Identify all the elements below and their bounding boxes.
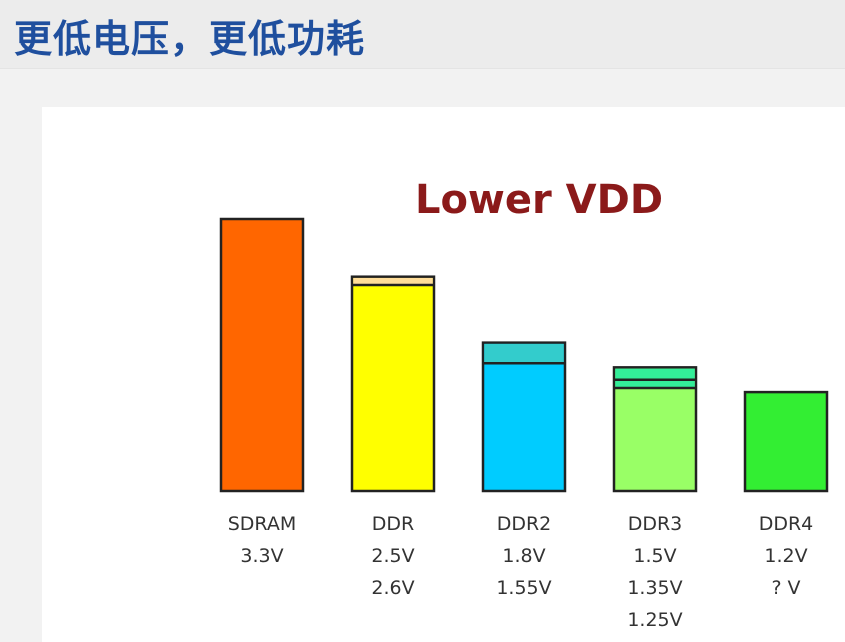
vdd-bar-chart: Lower VDD SDRAM 3.3V DDR 2.5V 2.6V DDR2 1.8V 1.… [219, 177, 829, 631]
bar-sdram [219, 217, 305, 493]
value-label: 1.8V [502, 545, 545, 567]
bar-range-band-ddr [353, 277, 433, 285]
page-title: 更低电压，更低功耗 [14, 17, 366, 61]
category-label: DDR [372, 513, 414, 535]
value-label: 2.6V [371, 577, 414, 599]
bar-ddr [350, 275, 436, 493]
value-label: 2.5V [371, 545, 414, 567]
value-label: ? V [771, 577, 800, 599]
labels-group: SDRAM 3.3V DDR 2.5V 2.6V DDR2 1.8V 1.55V DDR3 1.5… [228, 513, 814, 631]
bar-range-band-ddr3 [615, 368, 695, 388]
chart-panel: Lower VDD SDRAM 3.3V DDR 2.5V 2.6V DDR2 1.8V 1.… [42, 107, 845, 642]
value-label: 1.25V [627, 609, 682, 631]
category-label: DDR4 [759, 513, 814, 535]
header-bar: 更低电压，更低功耗 [0, 0, 845, 69]
category-label: DDR2 [497, 513, 552, 535]
chart-title: Lower VDD [415, 177, 663, 223]
bars-group [219, 217, 829, 493]
bar-ddr4 [743, 390, 829, 493]
bar-ddr2 [481, 341, 567, 493]
value-label: 1.2V [764, 545, 807, 567]
value-label: 3.3V [240, 545, 283, 567]
category-label: DDR3 [628, 513, 683, 535]
value-label: 1.5V [633, 545, 676, 567]
category-label: SDRAM [228, 513, 297, 535]
bar-range-band-ddr2 [484, 343, 564, 364]
value-label: 1.35V [627, 577, 682, 599]
value-label: 1.55V [496, 577, 551, 599]
